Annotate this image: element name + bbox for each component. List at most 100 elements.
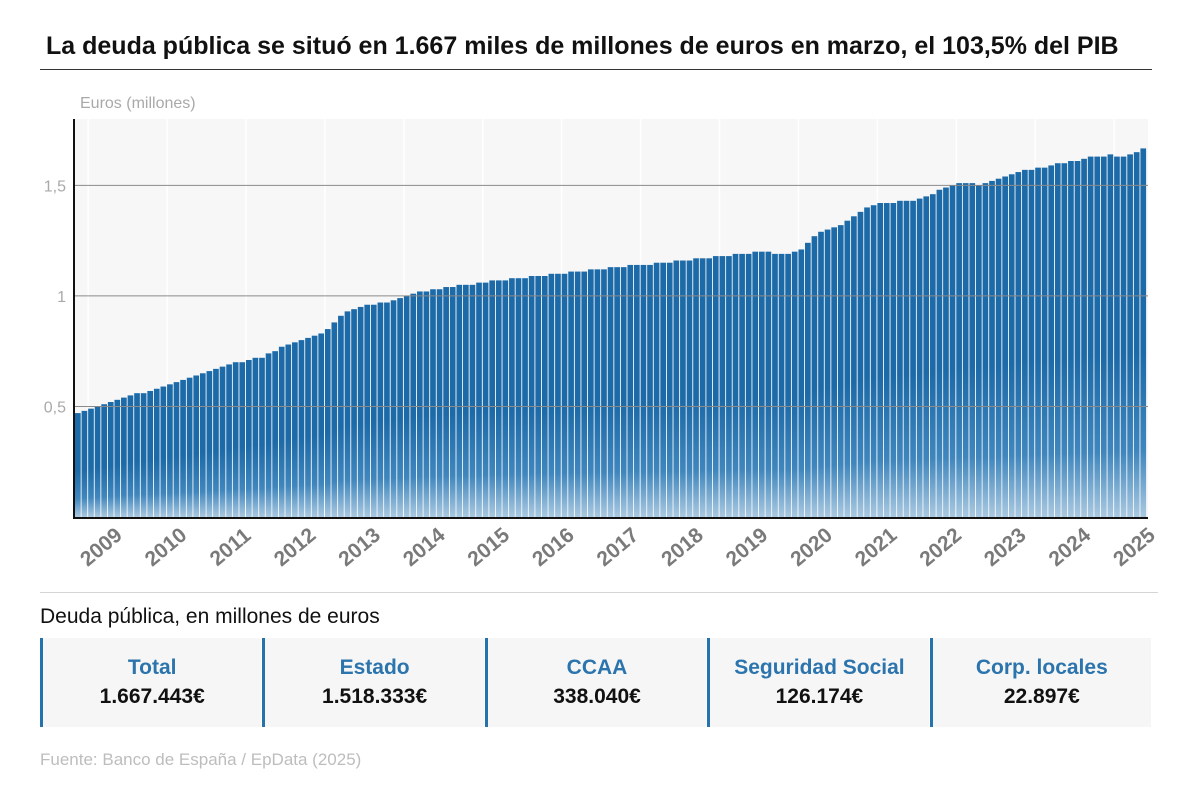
bar (509, 278, 515, 517)
bar (712, 256, 719, 517)
x-tick-label: 2024 (1045, 523, 1096, 571)
bar (594, 269, 601, 517)
bar (1114, 156, 1120, 517)
y-tick-label: 1 (57, 289, 66, 306)
bar (976, 185, 982, 517)
bar (364, 304, 371, 517)
bar (778, 253, 785, 517)
bar (502, 280, 509, 517)
table-title: Deuda pública, en millones de euros (40, 605, 380, 628)
bar (693, 258, 699, 517)
stat-label: CCAA (566, 656, 628, 679)
bar (107, 402, 114, 517)
bar (680, 260, 686, 517)
bar (627, 264, 634, 517)
bar (805, 242, 811, 517)
bar (213, 368, 219, 517)
bar (219, 366, 226, 517)
bar (463, 284, 469, 517)
bar (528, 275, 535, 517)
bar (193, 375, 200, 517)
bar (1087, 156, 1094, 517)
bar (1140, 148, 1147, 517)
bar (272, 351, 278, 517)
bar (416, 291, 423, 517)
bar (614, 267, 620, 517)
bar (1133, 152, 1140, 517)
bar (370, 304, 377, 517)
bar (232, 362, 239, 517)
bar (430, 289, 436, 517)
bar (555, 273, 561, 517)
source-note: Fuente: Banco de España / EpData (2025) (40, 750, 362, 769)
bar (377, 302, 384, 517)
bar (410, 293, 417, 517)
bar (706, 258, 713, 517)
bar (180, 379, 186, 517)
bar (699, 258, 706, 517)
bar (173, 382, 180, 517)
stat-corp-locales: Corp. locales 22.897€ (929, 638, 1152, 727)
bar (443, 287, 449, 517)
x-tick-labels: 2009 2010 2011 2012 2013 2014 2015 2016 2017 2018… (76, 523, 1160, 571)
stat-value: 22.897€ (1003, 685, 1080, 708)
y-tick-label: 1,5 (44, 178, 66, 195)
bar (745, 253, 752, 517)
bar (647, 264, 653, 517)
bar (929, 194, 936, 517)
bar (259, 357, 265, 517)
y-tick-label: 0,5 (44, 399, 66, 416)
bar (206, 371, 213, 517)
bar (456, 284, 463, 517)
bar (666, 262, 673, 517)
bar (515, 278, 522, 517)
bar (167, 384, 173, 517)
bar (916, 198, 923, 517)
bar (620, 267, 627, 517)
bar (772, 253, 778, 517)
bar (489, 280, 496, 517)
bar (791, 251, 798, 517)
bar (114, 399, 121, 517)
bar (423, 291, 430, 517)
bar (640, 264, 647, 517)
bar (384, 302, 390, 517)
bar (160, 386, 167, 517)
bar (607, 267, 614, 517)
bar (1022, 169, 1028, 517)
x-tick-label: 2014 (399, 523, 450, 571)
bar (140, 393, 147, 517)
bar (127, 395, 134, 517)
bar (1002, 176, 1008, 517)
bar (1081, 158, 1087, 517)
bar (265, 353, 272, 517)
bar (824, 229, 831, 517)
bar (245, 360, 252, 517)
bar (1061, 163, 1068, 517)
stat-label: Seguridad Social (734, 656, 905, 679)
bar (482, 282, 489, 517)
bar (436, 289, 443, 517)
bar (719, 256, 726, 517)
bar (982, 183, 989, 517)
x-tick-label: 2015 (463, 523, 514, 571)
bar (949, 185, 956, 517)
bar (318, 333, 325, 517)
bar (397, 298, 403, 517)
stats-table: Total 1.667.443€ Estado 1.518.333€ CCAA … (40, 638, 1152, 727)
bar (587, 269, 594, 517)
bar (75, 413, 81, 517)
bar (476, 282, 482, 517)
bar (324, 329, 331, 517)
bar (785, 253, 791, 517)
bar (765, 251, 772, 517)
bar (969, 183, 976, 517)
bar (732, 253, 739, 517)
bar (1054, 163, 1061, 517)
x-tick-label: 2025 (1109, 523, 1160, 571)
bar (351, 309, 357, 517)
bar (910, 200, 916, 517)
stat-label: Estado (339, 656, 410, 679)
bar (469, 284, 476, 517)
bar (989, 180, 995, 517)
